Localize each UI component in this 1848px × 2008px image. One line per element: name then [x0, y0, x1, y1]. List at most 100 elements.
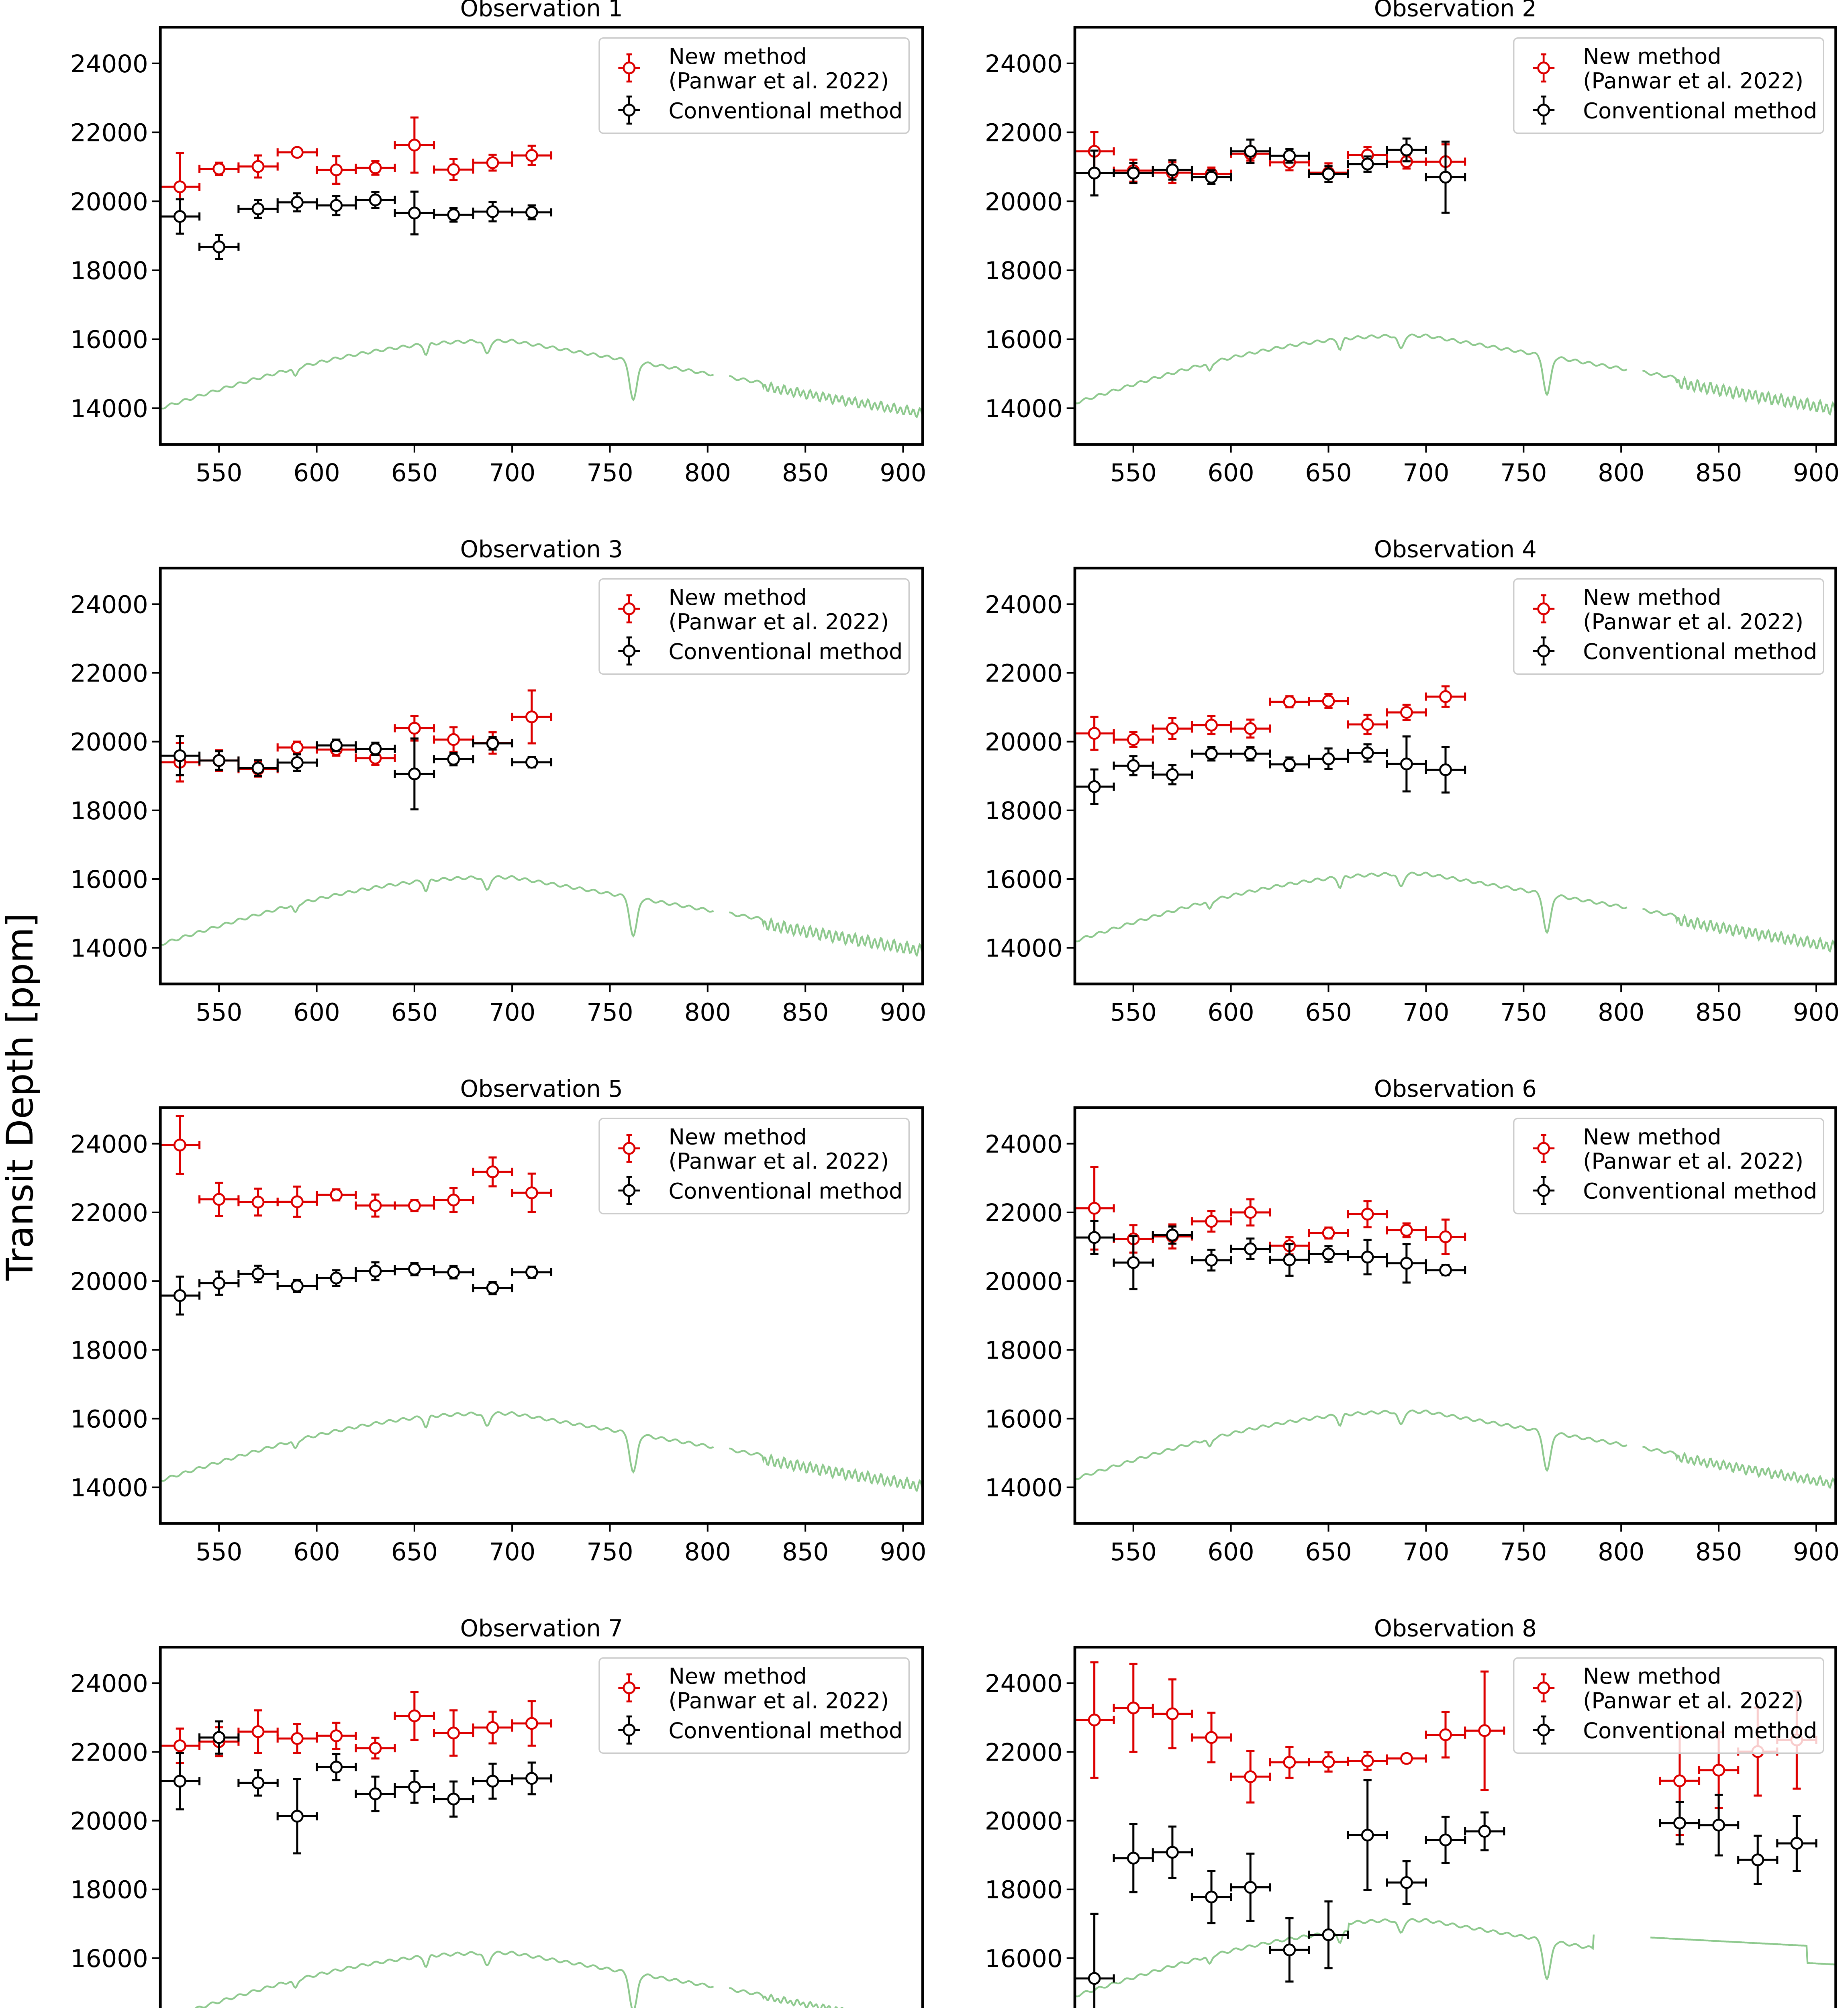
legend: New method (Panwar et al. 2022) Conventio…: [1513, 578, 1824, 675]
data-point: [1425, 141, 1466, 214]
y-tick-label: 22000: [70, 659, 148, 688]
marker: [525, 1717, 538, 1730]
x-tick-label: 900: [880, 459, 926, 487]
data-point: [472, 736, 513, 751]
panel-title: Observation 6: [1374, 1075, 1537, 1102]
marker: [1205, 1254, 1218, 1267]
marker: [1361, 1828, 1374, 1842]
marker: [1244, 1206, 1257, 1219]
marker: [369, 1742, 382, 1755]
panel-observation-8: Observation 8140001600018000200002200024…: [985, 1615, 1837, 2008]
data-point: [1386, 1752, 1427, 1765]
legend-marker: [1537, 1184, 1550, 1197]
plot-frame: [159, 1106, 924, 1525]
x-tick-label: 800: [1598, 1538, 1644, 1566]
marker: [1322, 694, 1335, 708]
marker: [369, 161, 382, 174]
data-point: [355, 160, 396, 176]
data-point: [394, 1770, 435, 1804]
legend-marker-conventional: [1533, 1176, 1555, 1205]
data-point: [1386, 704, 1427, 721]
series-new-method: [1075, 685, 1466, 751]
legend-marker-new-method: [618, 1134, 640, 1163]
x-tick-label: 850: [782, 459, 829, 487]
model-line-segment: [1075, 871, 1627, 943]
legend-marker: [1537, 61, 1550, 75]
x-tick-label: 900: [1793, 459, 1840, 487]
marker: [1205, 1215, 1218, 1228]
panel-observation-1: Observation 1 14000 16000 18000 20000 22000 24…: [70, 0, 926, 487]
model-line-segment: [160, 1411, 714, 1482]
marker: [525, 149, 538, 162]
marker: [330, 163, 343, 177]
marker: [212, 162, 226, 175]
model-line-segment: [160, 339, 714, 410]
data-point: [1230, 718, 1271, 739]
x-tick-label: 850: [1695, 998, 1742, 1026]
marker: [408, 1709, 421, 1722]
marker: [486, 1721, 499, 1734]
data-point: [198, 161, 240, 176]
marker: [330, 1729, 343, 1743]
x-tick-label: 700: [489, 998, 535, 1026]
legend-marker: [623, 645, 636, 657]
y-tick-label: 18000: [70, 1876, 148, 1904]
data-point: [1425, 685, 1466, 708]
marker: [1751, 1853, 1764, 1867]
data-point: [1269, 756, 1310, 772]
x-tick-label: 550: [1110, 459, 1157, 487]
data-point: [1230, 1853, 1271, 1922]
data-point: [160, 1115, 201, 1175]
data-point: [433, 158, 474, 181]
y-tick-label: 20000: [985, 1267, 1063, 1296]
marker: [369, 742, 382, 755]
legend-marker: [623, 1681, 636, 1694]
model-line-segment: [729, 911, 923, 957]
data-point: [1113, 755, 1154, 777]
data-point: [1075, 1166, 1115, 1251]
marker: [1400, 1752, 1413, 1765]
data-point: [355, 191, 396, 209]
x-tick-label: 750: [586, 1538, 633, 1566]
data-point: [511, 756, 553, 769]
marker: [1322, 1247, 1335, 1261]
data-point: [237, 1769, 279, 1797]
data-point: [1230, 745, 1271, 762]
model-line-segment: [729, 375, 923, 418]
plot-frame: [159, 567, 924, 986]
y-tick-label: 18000: [70, 257, 148, 285]
data-point: [394, 190, 435, 236]
marker: [173, 1775, 186, 1788]
y-tick-label: 14000: [985, 394, 1063, 423]
data-point: [315, 1269, 357, 1287]
data-point: [355, 741, 396, 756]
data-point: [237, 759, 279, 777]
data-point: [1190, 1869, 1232, 1924]
marker: [408, 1263, 421, 1276]
legend-label-new-method: New method: [1583, 44, 1721, 69]
data-point: [511, 1700, 553, 1747]
data-point: [1190, 1249, 1232, 1272]
marker: [1478, 1724, 1491, 1737]
data-point: [394, 116, 435, 174]
marker: [1088, 780, 1101, 793]
y-tick-label: 14000: [985, 934, 1063, 963]
legend-box: [598, 1118, 910, 1214]
data-point: [472, 153, 513, 172]
data-point: [511, 145, 553, 166]
panel-observation-7: Observation 7140001600018000200002200024…: [70, 1615, 924, 2008]
x-tick-label: 650: [391, 1538, 438, 1566]
marker: [1322, 1226, 1335, 1240]
legend-marker-new-method: [618, 1673, 640, 1703]
legend-label-conventional: Conventional method: [668, 1718, 903, 1743]
x-tick-label: 550: [196, 1538, 242, 1566]
y-tick-label: 24000: [985, 590, 1063, 619]
x-tick-label: 550: [1110, 998, 1157, 1026]
marker: [369, 1787, 382, 1800]
model-line-segment: [1075, 1409, 1627, 1480]
x-tick-label: 850: [1695, 1538, 1742, 1566]
data-point: [433, 726, 474, 753]
marker: [1322, 1928, 1335, 1941]
marker: [1283, 1253, 1296, 1266]
x-tick-label: 750: [1500, 1538, 1547, 1566]
